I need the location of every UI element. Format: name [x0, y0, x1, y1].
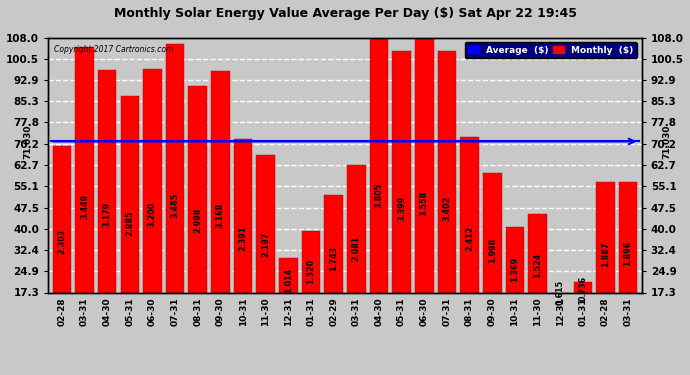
Bar: [573, 282, 592, 292]
Text: 1.524: 1.524: [533, 252, 542, 278]
Bar: [596, 182, 615, 292]
Text: 1.887: 1.887: [601, 241, 610, 267]
Text: 71.030: 71.030: [23, 124, 32, 159]
Bar: [437, 51, 456, 292]
Text: 1.014: 1.014: [284, 268, 293, 293]
Text: 2.303: 2.303: [57, 229, 66, 254]
Text: 1.369: 1.369: [511, 257, 520, 282]
Text: 1.743: 1.743: [329, 246, 338, 271]
Bar: [98, 70, 117, 292]
Text: 3.200: 3.200: [148, 201, 157, 227]
Bar: [347, 165, 366, 292]
Bar: [166, 44, 184, 292]
Text: Copyright 2017 Cartronics.com: Copyright 2017 Cartronics.com: [55, 45, 174, 54]
Bar: [529, 214, 546, 292]
Bar: [460, 137, 479, 292]
Text: 3.449: 3.449: [80, 194, 89, 219]
Bar: [302, 231, 320, 292]
Bar: [75, 47, 94, 292]
Text: 1.998: 1.998: [488, 238, 497, 263]
Bar: [415, 38, 433, 292]
Text: 3.168: 3.168: [216, 202, 225, 228]
Text: 1.320: 1.320: [306, 258, 315, 284]
Text: Monthly Solar Energy Value Average Per Day ($) Sat Apr 22 19:45: Monthly Solar Energy Value Average Per D…: [113, 8, 577, 21]
Bar: [324, 195, 343, 292]
Text: 2.412: 2.412: [465, 225, 474, 251]
Bar: [234, 139, 253, 292]
Bar: [188, 86, 207, 292]
Text: 2.885: 2.885: [126, 211, 135, 236]
Text: 3.805: 3.805: [375, 183, 384, 209]
Text: 2.197: 2.197: [262, 232, 270, 257]
Legend: Average  ($), Monthly  ($): Average ($), Monthly ($): [464, 42, 637, 58]
Bar: [211, 71, 230, 292]
Text: 3.558: 3.558: [420, 190, 428, 216]
Text: 0.615: 0.615: [555, 280, 564, 305]
Bar: [144, 69, 161, 292]
Bar: [393, 51, 411, 292]
Bar: [483, 172, 502, 292]
Text: 3.399: 3.399: [397, 195, 406, 220]
Text: 3.402: 3.402: [442, 195, 451, 220]
Text: 2.998: 2.998: [193, 207, 202, 233]
Bar: [619, 182, 638, 292]
Bar: [121, 96, 139, 292]
Text: 0.736: 0.736: [578, 276, 587, 302]
Text: 71.030: 71.030: [662, 124, 671, 159]
Bar: [52, 146, 71, 292]
Bar: [257, 155, 275, 292]
Text: 1.896: 1.896: [624, 241, 633, 266]
Bar: [506, 227, 524, 292]
Bar: [279, 258, 297, 292]
Text: 2.391: 2.391: [239, 226, 248, 251]
Text: 3.179: 3.179: [103, 202, 112, 227]
Text: 2.081: 2.081: [352, 236, 361, 261]
Bar: [370, 16, 388, 292]
Text: 3.485: 3.485: [170, 193, 179, 218]
